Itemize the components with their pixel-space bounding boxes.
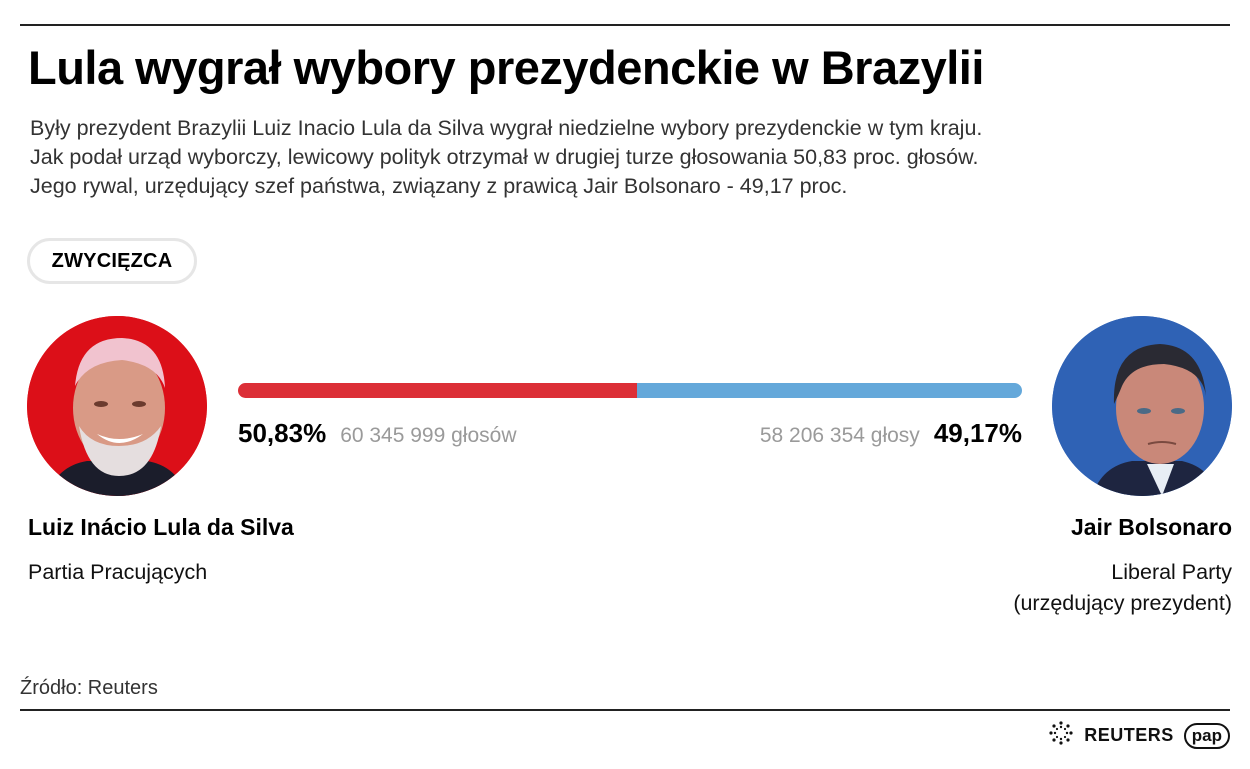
lula-votes: 60 345 999 głosów [340,424,517,447]
lead-line: Były prezydent Brazylii Luiz Inacio Lula… [30,116,983,140]
lead-line: Jego rywal, urzędujący szef państwa, zwi… [30,174,848,198]
page-title: Lula wygrał wybory prezydenckie w Brazyl… [28,41,984,94]
reuters-logo-icon [1048,720,1074,751]
footer-logos: REUTERS pap [1048,720,1230,751]
bolsonaro-percent: 49,17% [933,418,1022,448]
pap-logo: pap [1183,722,1230,749]
lead-paragraph: Były prezydent Brazylii Luiz Inacio Lula… [30,114,982,201]
result-bar [238,383,1022,398]
result-bar-bolsonaro [636,383,1022,398]
portrait-lula-icon [27,316,207,496]
lead-line: Jak podał urząd wyborczy, lewicowy polit… [30,145,979,169]
bolsonaro-note: (urzędujący prezydent) [1013,591,1232,615]
lula-stats: 50,83% 60 345 999 głosów [238,418,517,449]
lula-party-label: Partia Pracujących [28,560,208,584]
top-rule [20,24,1230,26]
reuters-logo-text: REUTERS [1084,725,1174,745]
lula-percent: 50,83% [238,418,327,448]
portrait-bolsonaro-icon [1052,316,1232,496]
bottom-rule [20,709,1230,711]
bolsonaro-party-label: Liberal Party [1111,560,1232,584]
lula-party: Partia Pracujących [28,557,207,588]
winner-badge: ZWYCIĘZCA [27,238,197,284]
source-note: Źródło: Reuters [20,677,158,699]
bolsonaro-name: Jair Bolsonaro [1070,514,1232,540]
lula-name: Luiz Inácio Lula da Silva [28,514,294,540]
bolsonaro-party: Liberal Party (urzędujący prezydent) [1013,557,1232,619]
bolsonaro-stats: 58 206 354 głosy 49,17% [760,418,1022,449]
bolsonaro-votes: 58 206 354 głosy [759,424,920,447]
result-bar-lula [238,383,637,398]
